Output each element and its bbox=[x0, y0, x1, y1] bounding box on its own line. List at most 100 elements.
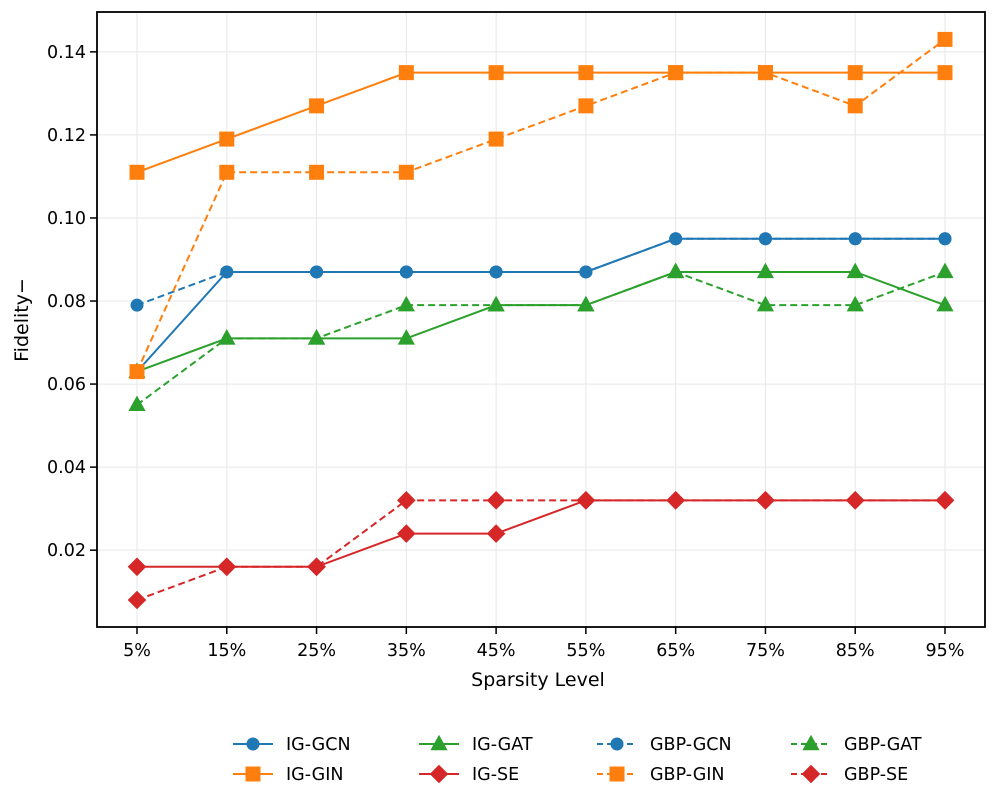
marker-GBP-GCN bbox=[579, 265, 593, 279]
y-axis-label: Fidelity− bbox=[11, 278, 33, 362]
x-tick-label: 85% bbox=[836, 641, 875, 661]
marker-GBP-GAT bbox=[756, 295, 775, 312]
series-layer bbox=[127, 31, 955, 610]
legend-marker-IG-GIN bbox=[245, 766, 261, 782]
axes-layer: 5% 15% 25% 35% 45% 55% 65% 75% 85% 95% 0.02 0.04 0.0… bbox=[47, 11, 986, 661]
marker-GBP-GAT bbox=[846, 295, 864, 312]
x-tick-label: 35% bbox=[387, 641, 426, 661]
y-tick-label: 0.02 bbox=[47, 541, 86, 561]
marker-IG-GIN bbox=[847, 65, 863, 81]
x-tick-label: 95% bbox=[926, 641, 965, 661]
legend-item-GBP-GCN: GBP-GCN bbox=[597, 735, 732, 755]
legend-label-IG-GIN: IG-GIN bbox=[286, 765, 344, 785]
marker-GBP-GAT bbox=[307, 329, 326, 345]
y-tick-label: 0.04 bbox=[47, 458, 86, 478]
x-tick-label: 25% bbox=[297, 641, 336, 661]
series-GBP-GAT bbox=[128, 262, 954, 412]
legend-marker-GBP-GIN bbox=[609, 766, 625, 782]
legend-marker-GBP-SE bbox=[801, 764, 821, 784]
marker-GBP-GCN bbox=[310, 265, 324, 279]
marker-IG-GAT bbox=[397, 329, 415, 345]
series-line-IG-GIN bbox=[136, 71, 945, 174]
marker-IG-GIN bbox=[129, 164, 145, 180]
marker-IG-GAT bbox=[846, 262, 864, 279]
marker-IG-SE bbox=[486, 524, 506, 543]
x-tick-label: 65% bbox=[656, 641, 695, 661]
y-tick-label: 0.10 bbox=[47, 209, 86, 229]
marker-GBP-SE bbox=[576, 491, 596, 510]
y-tick-label: 0.12 bbox=[47, 126, 86, 146]
legend-item-GBP-GIN: GBP-GIN bbox=[597, 765, 725, 785]
legend: IG-GCN IG-GIN IG-GAT IG-SE GBP-GCN GBP-GIN GBP… bbox=[233, 734, 922, 785]
y-tick-label: 0.14 bbox=[47, 43, 86, 63]
marker-GBP-SE bbox=[666, 491, 685, 510]
marker-GBP-GIN bbox=[488, 131, 504, 147]
marker-GBP-GCN bbox=[220, 265, 234, 279]
legend-item-IG-SE: IG-SE bbox=[419, 764, 519, 785]
legend-label-GBP-SE: GBP-SE bbox=[844, 765, 908, 785]
legend-item-GBP-SE: GBP-SE bbox=[791, 764, 908, 785]
marker-GBP-SE bbox=[845, 491, 865, 510]
marker-GBP-GAT bbox=[667, 262, 685, 279]
x-axis-label: Sparsity Level bbox=[471, 669, 605, 691]
legend-item-IG-GCN: IG-GCN bbox=[233, 735, 351, 755]
marker-IG-GIN bbox=[937, 65, 953, 81]
marker-GBP-SE bbox=[127, 590, 147, 610]
marker-GBP-GIN bbox=[398, 164, 414, 180]
marker-GBP-GCN bbox=[489, 265, 503, 279]
series-line-GBP-GAT bbox=[136, 270, 946, 406]
plot-border bbox=[96, 11, 986, 628]
series-line-GBP-SE bbox=[136, 499, 945, 601]
legend-label-GBP-GAT: GBP-GAT bbox=[844, 735, 922, 755]
marker-IG-GIN bbox=[398, 65, 414, 81]
marker-GBP-GAT bbox=[936, 262, 954, 279]
marker-IG-GIN bbox=[488, 65, 504, 81]
marker-GBP-GIN bbox=[668, 65, 684, 81]
series-line-GBP-GCN bbox=[136, 237, 945, 307]
y-tick-label: 0.06 bbox=[47, 375, 86, 395]
marker-GBP-GIN bbox=[219, 164, 235, 180]
x-tick-label: 75% bbox=[746, 641, 785, 661]
marker-GBP-SE bbox=[397, 491, 416, 510]
marker-GBP-GCN bbox=[848, 232, 862, 246]
marker-GBP-GIN bbox=[847, 98, 863, 114]
grid-layer bbox=[97, 12, 985, 627]
legend-label-GBP-GIN: GBP-GIN bbox=[650, 765, 725, 785]
x-tick-label: 5% bbox=[123, 641, 151, 661]
marker-GBP-GAT bbox=[397, 295, 415, 312]
marker-GBP-GCN bbox=[938, 232, 952, 246]
marker-GBP-SE bbox=[486, 491, 506, 510]
legend-label-GBP-GCN: GBP-GCN bbox=[650, 735, 732, 755]
marker-GBP-GAT bbox=[577, 295, 595, 312]
legend-item-IG-GAT: IG-GAT bbox=[419, 734, 533, 755]
marker-GBP-GCN bbox=[669, 232, 683, 246]
series-IG-SE bbox=[127, 491, 955, 577]
marker-GBP-GAT bbox=[128, 395, 146, 412]
marker-GBP-GCN bbox=[130, 298, 144, 312]
marker-GBP-GIN bbox=[937, 31, 953, 47]
marker-IG-SE bbox=[127, 557, 147, 577]
marker-IG-GIN bbox=[578, 65, 594, 81]
legend-marker-IG-GAT bbox=[430, 734, 448, 751]
marker-GBP-GIN bbox=[309, 164, 325, 180]
legend-label-IG-GCN: IG-GCN bbox=[286, 735, 351, 755]
series-GBP-SE bbox=[127, 491, 955, 610]
series-GBP-GCN bbox=[130, 232, 952, 312]
legend-item-GBP-GAT: GBP-GAT bbox=[791, 734, 922, 755]
marker-GBP-SE bbox=[935, 491, 955, 510]
legend-label-IG-SE: IG-SE bbox=[472, 765, 519, 785]
series-line-IG-SE bbox=[137, 499, 945, 568]
x-tick-label: 55% bbox=[566, 641, 605, 661]
legend-marker-GBP-GCN bbox=[610, 737, 624, 751]
marker-IG-GIN bbox=[219, 131, 235, 147]
x-tick-label: 15% bbox=[207, 641, 246, 661]
marker-GBP-GIN bbox=[757, 65, 773, 81]
marker-IG-GAT bbox=[756, 262, 775, 279]
series-GBP-GIN bbox=[129, 31, 953, 380]
legend-marker-GBP-GAT bbox=[802, 734, 820, 751]
legend-marker-IG-GCN bbox=[246, 737, 260, 751]
marker-GBP-SE bbox=[756, 491, 775, 510]
marker-GBP-GCN bbox=[399, 265, 413, 279]
